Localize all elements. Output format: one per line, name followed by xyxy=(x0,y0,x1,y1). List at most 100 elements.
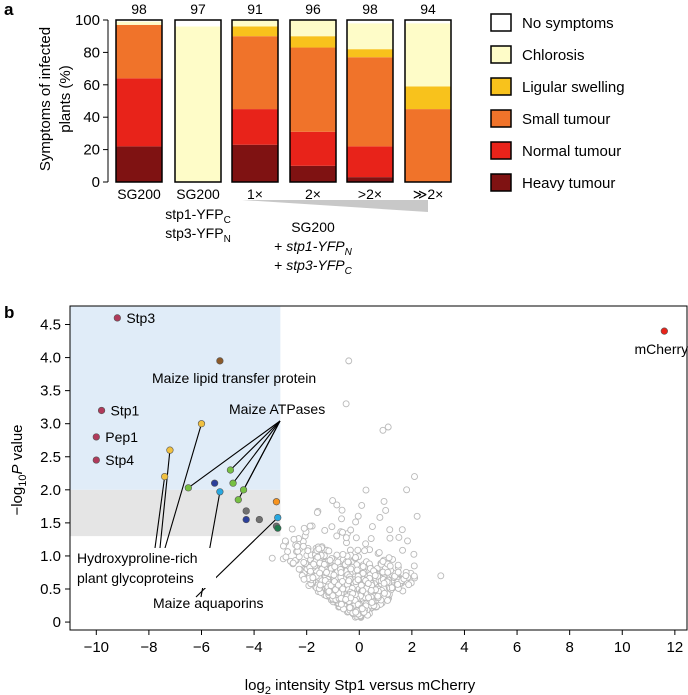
leader-atpase-4 xyxy=(230,420,281,471)
scatter-x-tick-label-6: 2 xyxy=(408,639,416,656)
background-point xyxy=(403,486,411,494)
background-point xyxy=(344,558,352,566)
scatter-y-tick-label-8: 4.0 xyxy=(40,350,61,367)
highlighted-point-12 xyxy=(272,498,281,506)
scatter-x-tick-label-2: −6 xyxy=(193,639,210,656)
background-point xyxy=(339,551,347,558)
bar-y-tick-label-4: 80 xyxy=(83,44,100,61)
background-point xyxy=(295,565,303,573)
background-point xyxy=(323,568,330,576)
background-point xyxy=(386,562,394,570)
background-point xyxy=(342,534,350,542)
bar-n-label-0: 98 xyxy=(131,1,147,17)
bar-category-label-0: SG200 xyxy=(117,186,161,202)
background-point xyxy=(380,589,388,597)
bar-category-label-3: 2× xyxy=(305,186,321,202)
background-point xyxy=(320,560,328,568)
background-point xyxy=(326,556,334,564)
bar-category-label-5: ≫2× xyxy=(413,186,444,202)
labeled-point-text-3: Stp4 xyxy=(105,452,134,468)
labeled-point-0 xyxy=(113,314,121,322)
labeled-point-text-1: Stp1 xyxy=(111,402,140,418)
background-point xyxy=(384,423,392,431)
bar-0-outline xyxy=(115,19,163,183)
background-point xyxy=(339,528,346,536)
background-point xyxy=(325,547,333,555)
background-point xyxy=(359,569,367,577)
background-point xyxy=(346,604,354,612)
background-point xyxy=(410,572,418,580)
scatter-y-tick-label-0: 0 xyxy=(53,614,61,631)
bar-y-tick-label-3: 60 xyxy=(83,77,100,94)
scatter-x-tick-label-4: −2 xyxy=(298,639,315,656)
background-point xyxy=(358,501,366,509)
background-point xyxy=(374,592,382,600)
highlighted-point-2 xyxy=(197,420,206,428)
highlighted-point-7 xyxy=(234,496,242,504)
labeled-point-2 xyxy=(92,433,100,441)
background-point xyxy=(315,545,323,553)
legend-label-2: Ligular swelling xyxy=(522,79,625,96)
bar-4-segment-3 xyxy=(347,49,393,58)
stacked-bar-chart: Symptoms of infected plants (%) 0 20 40 60 8… xyxy=(37,1,625,277)
bar-1-segment-5 xyxy=(175,20,221,27)
scatter-x-tick-label-10: 10 xyxy=(614,639,631,656)
background-point xyxy=(307,567,314,575)
highlighted-point-11 xyxy=(274,513,282,522)
background-point xyxy=(300,575,308,583)
scatter-x-tick-label-11: 12 xyxy=(667,639,684,656)
background-point xyxy=(334,558,342,566)
background-point xyxy=(329,592,337,600)
bar-y-tick-label-0: 0 xyxy=(92,174,100,191)
legend-label-4: Normal tumour xyxy=(522,143,621,160)
scatter-x-tick-label-0: −10 xyxy=(84,639,109,656)
background-point xyxy=(352,534,360,542)
legend-swatch-3 xyxy=(490,109,512,128)
background-point xyxy=(384,597,391,604)
bar-n-label-1: 97 xyxy=(190,1,206,17)
bar-3-segment-3 xyxy=(290,36,336,48)
panel-label-b: b xyxy=(4,303,14,322)
scatter-x-tick-label-8: 6 xyxy=(513,639,521,656)
label-maize-atpases: Maize ATPases xyxy=(229,401,325,417)
bar-5-segment-2 xyxy=(405,109,451,182)
significance-region-strong xyxy=(70,306,281,490)
bar-4-segment-0 xyxy=(347,177,393,182)
legend-swatch-2 xyxy=(490,77,512,96)
scatter-y-tick-label-4: 2.0 xyxy=(40,482,61,499)
background-point xyxy=(354,512,362,520)
bar-n-label-2: 91 xyxy=(247,1,263,17)
leader-atpase-5 xyxy=(232,420,281,484)
bar-0-segment-0 xyxy=(116,146,162,182)
background-point xyxy=(386,534,394,542)
background-point xyxy=(313,509,321,517)
background-point xyxy=(338,577,346,585)
background-point xyxy=(289,559,297,567)
background-point xyxy=(394,568,402,576)
bar-y-tick-label-2: 40 xyxy=(83,109,100,126)
labeled-point-text-2: Pep1 xyxy=(105,429,138,445)
background-point xyxy=(282,553,290,561)
bar-4-outline xyxy=(346,19,394,183)
bar-5-segment-3 xyxy=(405,86,451,110)
highlighted-point-16 xyxy=(274,524,282,532)
group-label-line3: + stp3-YFPC xyxy=(274,257,352,277)
group-label-line2: + stp1-YFPN xyxy=(274,238,352,258)
bar-n-label-5: 94 xyxy=(420,1,436,17)
bar-4-segment-2 xyxy=(347,57,393,147)
background-point xyxy=(386,526,394,534)
bar-4-segment-1 xyxy=(347,146,393,178)
labeled-point-text-0: Stp3 xyxy=(126,310,155,326)
bar-2-segment-4 xyxy=(232,20,278,27)
background-point xyxy=(399,546,407,554)
highlighted-point-4 xyxy=(226,466,235,474)
legend-swatch-5 xyxy=(490,173,512,192)
legend-label-5: Heavy tumour xyxy=(522,175,615,192)
background-point xyxy=(379,426,387,434)
labeled-point-3 xyxy=(92,456,100,464)
leader-atpase-7 xyxy=(237,420,281,500)
background-point xyxy=(299,542,307,550)
bar-1-segment-4 xyxy=(175,26,221,183)
background-point xyxy=(342,596,350,603)
bar-category-labels: SG200 SG200 1× 2× >2× ≫2× xyxy=(117,186,443,202)
